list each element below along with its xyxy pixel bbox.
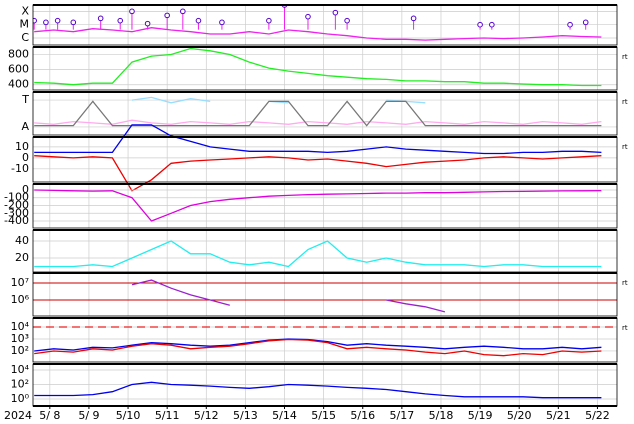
flare-marker (43, 19, 49, 26)
flare-marker (54, 17, 61, 24)
flare-marker (180, 8, 186, 15)
x-tick-label: 5/16 (350, 409, 375, 422)
panel-note: rt (622, 53, 628, 61)
y-tick-label: T (21, 93, 29, 106)
flare-marker (266, 17, 272, 24)
flare-marker (344, 17, 350, 24)
series-line (34, 27, 602, 41)
x-tick-label: 5/14 (272, 409, 297, 422)
panel-frame (32, 183, 618, 229)
y-tick-label: A (21, 120, 29, 133)
panel-frame (32, 46, 618, 91)
flare-marker (305, 13, 311, 20)
y-tick-label: 0 (22, 183, 29, 196)
y-tick-label: -10 (11, 162, 29, 175)
y-tick-label: 10 (15, 140, 29, 153)
x-tick-label: 5/13 (233, 409, 258, 422)
y-tick-label: 600 (8, 63, 29, 76)
panel-note: rt (622, 279, 628, 287)
x-tick-label: 5/20 (507, 409, 532, 422)
flare-marker (410, 15, 417, 22)
x-tick-label: 5/22 (585, 409, 610, 422)
y-tick-label: 10² (11, 344, 29, 357)
series-line (34, 47, 602, 87)
y-tick-label: 20 (15, 251, 29, 264)
x-axis-year: 2024 (4, 409, 32, 422)
y-tick-label: 10² (11, 377, 29, 390)
x-tick-label: 5/18 (429, 409, 454, 422)
x-tick-label: 5/10 (116, 409, 141, 422)
series-line (34, 155, 602, 192)
series-line (131, 96, 211, 104)
series-line (34, 240, 602, 268)
y-tick-label: 400 (8, 78, 29, 91)
series-line (34, 100, 602, 127)
y-tick-label: -200 (4, 198, 29, 211)
series-line (131, 279, 230, 306)
series-line (34, 381, 602, 399)
x-tick-label: 5/17 (390, 409, 415, 422)
flare-marker (97, 15, 104, 22)
panel-note: rt (622, 143, 628, 151)
y-tick-label: -400 (4, 214, 29, 227)
series-line (34, 338, 602, 352)
flare-marker (117, 17, 124, 24)
panel-frame (32, 272, 618, 317)
flare-marker (144, 20, 151, 27)
flare-marker (477, 21, 483, 28)
x-tick-label: 5/15 (311, 409, 336, 422)
y-tick-label: 10⁴ (11, 320, 30, 333)
flare-marker (70, 19, 77, 26)
flare-marker (219, 19, 225, 26)
flare-marker (129, 8, 135, 15)
panel-frame (32, 91, 618, 136)
flare-marker (332, 9, 339, 16)
y-tick-label: 800 (8, 48, 29, 61)
series-line (34, 124, 602, 155)
y-tick-label: M (20, 18, 30, 31)
y-tick-label: 10⁴ (11, 363, 30, 376)
y-tick-label: C (21, 31, 29, 44)
panel-note: rt (622, 324, 628, 332)
y-tick-label: -300 (4, 206, 29, 219)
y-tick-label: 10⁶ (11, 293, 30, 306)
panel-note: rt (622, 98, 628, 106)
x-tick-label: 5/11 (155, 409, 180, 422)
y-tick-label: -100 (4, 191, 29, 204)
x-tick-label: 5/12 (194, 409, 219, 422)
y-tick-label: 10³ (11, 332, 29, 345)
flare-marker (195, 17, 202, 24)
x-tick-label: 5/ 8 (39, 409, 60, 422)
series-line (34, 119, 602, 125)
series-line (386, 299, 446, 313)
y-tick-label: 10⁷ (11, 276, 29, 289)
flare-marker (582, 19, 589, 26)
panel-frame (32, 317, 618, 363)
series-line (34, 338, 602, 357)
flare-marker (164, 12, 170, 19)
flare-marker (489, 21, 495, 28)
y-tick-label: 0 (22, 151, 29, 164)
x-tick-label: 5/21 (546, 409, 571, 422)
y-tick-label: X (21, 4, 29, 17)
x-tick-label: 5/19 (468, 409, 493, 422)
flare-marker (33, 17, 37, 24)
flare-marker (567, 21, 573, 28)
plot-area (33, 5, 589, 30)
series-line (34, 189, 602, 222)
y-tick-label: 40 (15, 234, 29, 247)
x-tick-label: 5/ 9 (78, 409, 99, 422)
y-tick-label: 10⁰ (11, 392, 30, 405)
